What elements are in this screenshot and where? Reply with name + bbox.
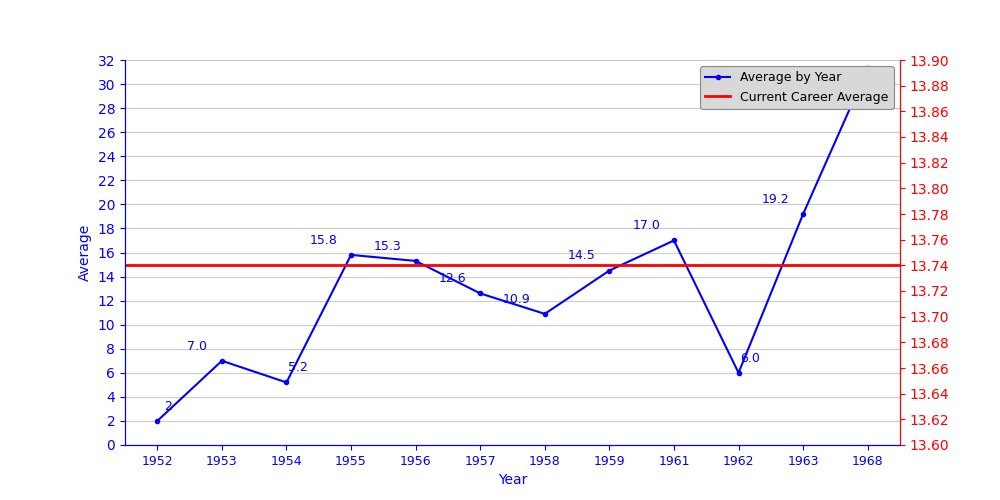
Average by Year <box>280 380 292 386</box>
Current Career Average <box>216 262 228 268</box>
Average by Year <box>797 211 809 217</box>
Average by Year <box>668 238 680 244</box>
Text: 12.6: 12.6 <box>439 272 466 285</box>
X-axis label: Year: Year <box>498 474 527 488</box>
Text: 31.3: 31.3 <box>826 78 854 91</box>
Text: 15.8: 15.8 <box>309 234 337 247</box>
Line: Average by Year: Average by Year <box>155 66 870 423</box>
Average by Year <box>345 252 357 258</box>
Text: 19.2: 19.2 <box>762 193 789 206</box>
Text: 7.0: 7.0 <box>187 340 207 352</box>
Average by Year <box>216 358 228 364</box>
Average by Year <box>603 268 615 274</box>
Average by Year <box>862 66 874 71</box>
Text: 17.0: 17.0 <box>632 220 660 232</box>
Average by Year <box>151 418 163 424</box>
Legend: Average by Year, Current Career Average: Average by Year, Current Career Average <box>700 66 894 108</box>
Average by Year <box>539 311 551 317</box>
Text: 6.0: 6.0 <box>740 352 760 364</box>
Text: 15.3: 15.3 <box>374 240 402 253</box>
Text: 5.2: 5.2 <box>288 362 308 374</box>
Text: 2: 2 <box>164 400 172 413</box>
Text: 10.9: 10.9 <box>503 292 531 306</box>
Average by Year <box>474 290 486 296</box>
Average by Year <box>733 370 745 376</box>
Text: 14.5: 14.5 <box>568 250 595 262</box>
Y-axis label: Average: Average <box>78 224 92 281</box>
Current Career Average <box>151 262 163 268</box>
Average by Year <box>410 258 422 264</box>
